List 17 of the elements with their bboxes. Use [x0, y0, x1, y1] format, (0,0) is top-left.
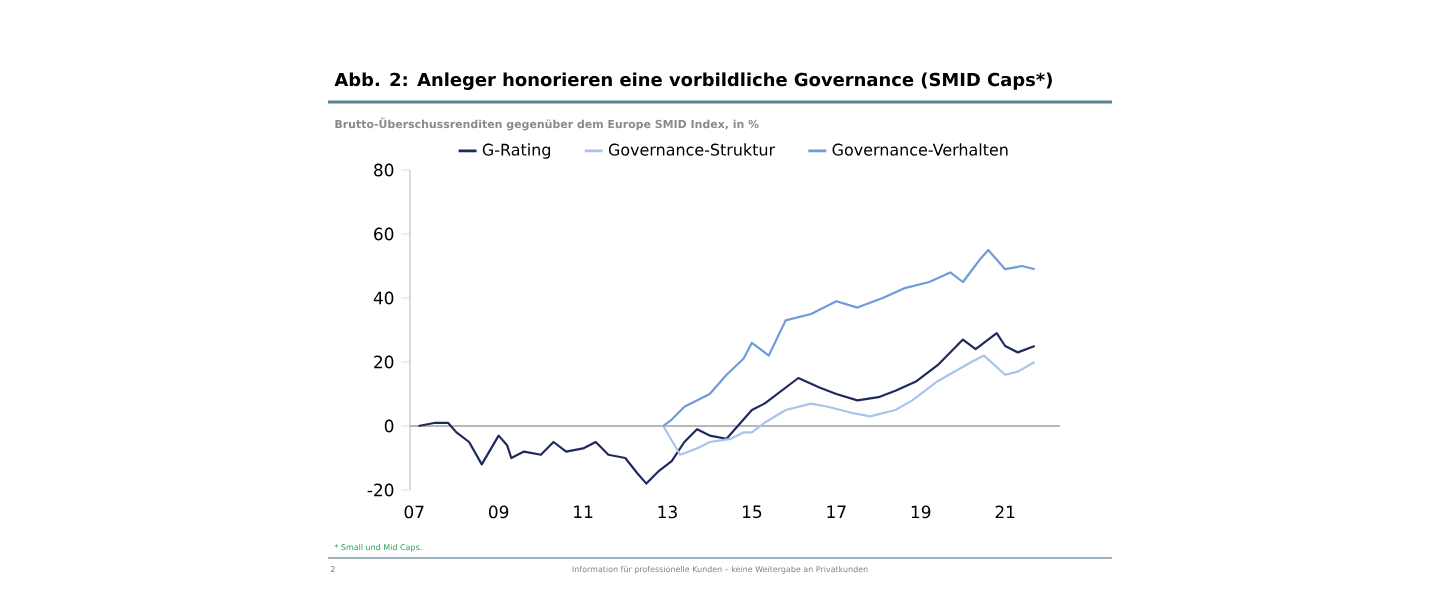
x-tick-label: 21 [995, 505, 1015, 519]
y-tick-label: -20 [367, 483, 394, 497]
line-series [662, 354, 1036, 456]
y-tick-label: 60 [374, 227, 394, 241]
y-tick-label: 20 [374, 355, 394, 369]
x-tick-label: 15 [743, 505, 762, 519]
y-tick-label: 0 [384, 419, 394, 433]
x-tick-label: 11 [574, 505, 593, 518]
x-tick-label: 17 [827, 505, 846, 518]
x-tick-label: 13 [658, 505, 677, 519]
x-tick-label: 07 [404, 505, 424, 519]
line-series [662, 248, 1036, 428]
y-tick-label: 80 [374, 163, 394, 177]
x-tick-label: 09 [489, 505, 509, 519]
x-tick-label: 19 [911, 505, 931, 519]
chart-title: Abb. 2: Anleger honorieren eine vorbildliche Governance (SMID Caps*) [334, 72, 1052, 90]
y-tick-label: 40 [373, 291, 394, 305]
